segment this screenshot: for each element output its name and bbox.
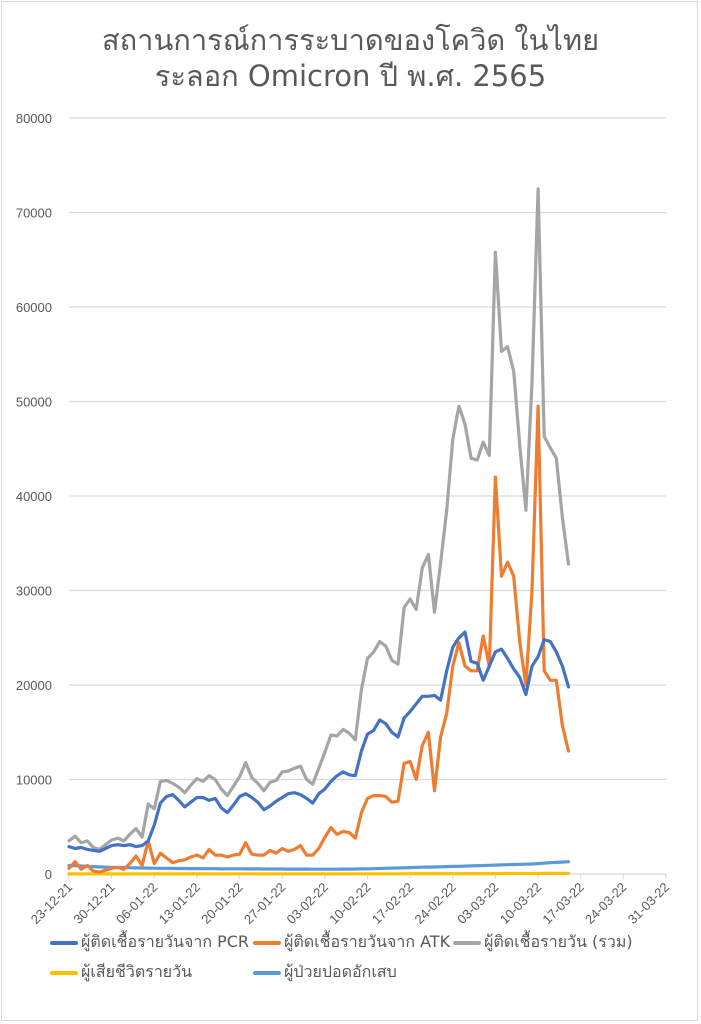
x-tick-label: 03-02-22 (284, 880, 331, 927)
y-tick-label: 70000 (16, 206, 52, 221)
y-tick-label: 0 (45, 867, 52, 882)
x-tick-label: 10-03-22 (497, 880, 544, 927)
y-tick-label: 50000 (16, 395, 52, 410)
x-tick-label: 17-03-22 (539, 880, 586, 927)
x-tick-label: 27-01-22 (241, 880, 288, 927)
legend-swatch (50, 940, 78, 945)
y-tick-label: 20000 (16, 678, 52, 693)
chart-title-line-1: สถานการณ์การระบาดของโควิด ในไทย (101, 23, 600, 57)
series-line-2 (67, 187, 571, 852)
y-tick-label: 10000 (16, 773, 52, 788)
y-tick-label: 40000 (16, 489, 52, 504)
x-tick-label: 23-12-21 (28, 880, 75, 927)
legend-label: ผู้ติดเชื้อรายวันจาก PCR (81, 932, 250, 951)
y-tick-label: 60000 (16, 300, 52, 315)
x-tick-label: 10-02-22 (326, 880, 373, 927)
legend-item-atk: ผู้ติดเชื้อรายวันจาก ATK (253, 930, 450, 955)
series-line-0 (67, 630, 571, 853)
x-tick-label: 24-03-22 (582, 880, 629, 927)
y-tick-label: 30000 (16, 584, 52, 599)
legend-item-deaths: ผู้เสียชีวิตรายวัน (50, 960, 192, 985)
y-tick-label: 80000 (16, 111, 52, 126)
series-line-4 (67, 860, 571, 871)
series-line-3 (67, 871, 571, 876)
legend-swatch (253, 970, 281, 975)
x-tick-label: 06-01-22 (113, 880, 160, 927)
chart-title-line-2: ระลอก Omicron ปี พ.ศ. 2565 (154, 59, 547, 93)
legend-item-pneumonia: ผู้ป่วยปอดอักเสบ (253, 960, 397, 985)
x-tick-label: 13-01-22 (156, 880, 203, 927)
legend-label: ผู้ติดเชื้อรายวัน (รวม) (484, 932, 633, 951)
x-tick-label: 03-03-22 (454, 880, 501, 927)
legend-item-pcr: ผู้ติดเชื้อรายวันจาก PCR (50, 930, 249, 955)
legend-swatch (50, 970, 78, 975)
x-tick-label: 24-02-22 (411, 880, 458, 927)
x-tick-label: 20-01-22 (198, 880, 245, 927)
legend-label: ผู้ป่วยปอดอักเสบ (284, 962, 397, 981)
legend-label: ผู้เสียชีวิตรายวัน (81, 962, 193, 981)
legend-label: ผู้ติดเชื้อรายวันจาก ATK (284, 932, 451, 951)
x-tick-label: 30-12-21 (70, 880, 117, 927)
legend-item-total: ผู้ติดเชื้อรายวัน (รวม) (453, 930, 633, 955)
legend-swatch (253, 940, 281, 945)
series-line-1 (67, 404, 571, 874)
x-tick-label: 31-03-22 (625, 880, 672, 927)
legend-swatch (453, 940, 481, 945)
x-tick-label: 17-02-22 (369, 880, 416, 927)
